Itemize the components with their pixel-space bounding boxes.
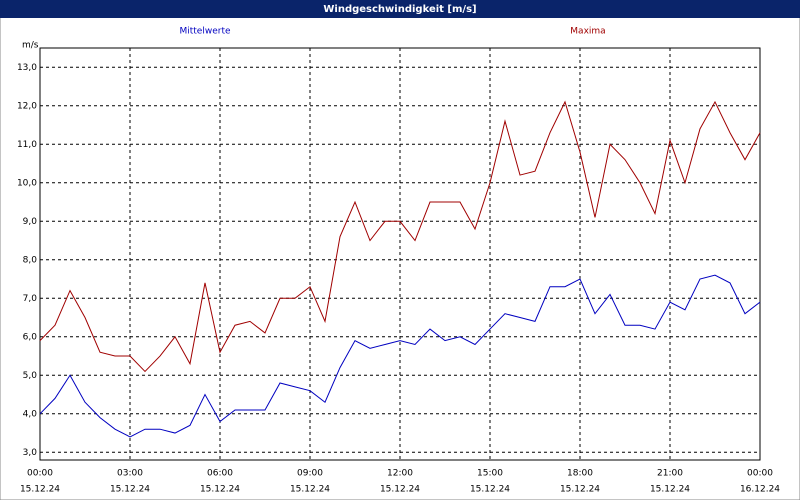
x-tick-date: 15.12.24 [20,485,60,495]
y-tick-label: 7,0 [23,294,38,304]
x-tick-date: 15.12.24 [110,485,150,495]
x-tick-date: 16.12.24 [740,485,780,495]
x-tick-label: 00:00 [27,469,53,479]
series-line [39,100,761,373]
y-tick-label: 11,0 [17,140,37,150]
x-tick-date: 15.12.24 [560,485,600,495]
x-tick-date: 15.12.24 [650,485,690,495]
series-line [39,274,761,438]
x-tick-label: 21:00 [657,469,683,479]
x-tick-label: 06:00 [207,469,233,479]
legend-label: Mittelwerte [179,27,230,37]
y-tick-label: 13,0 [17,63,37,73]
x-tick-label: 09:00 [297,469,323,479]
y-tick-label: 10,0 [17,178,37,188]
y-tick-label: 6,0 [23,332,38,342]
y-tick-label: 4,0 [23,409,38,419]
x-tick-label: 15:00 [477,469,503,479]
y-tick-label: 3,0 [23,448,38,458]
x-tick-label: 03:00 [117,469,143,479]
x-tick-label: 18:00 [567,469,593,479]
y-tick-label: 12,0 [17,101,37,111]
x-tick-label: 00:00 [747,469,773,479]
x-tick-date: 15.12.24 [470,485,510,495]
x-tick-label: 12:00 [387,469,413,479]
y-unit: m/s [22,41,39,51]
y-tick-label: 5,0 [23,371,38,381]
y-tick-label: 9,0 [23,217,38,227]
chart-title: Windgeschwindigkeit [m/s] [323,4,476,15]
x-tick-date: 15.12.24 [290,485,330,495]
title-bar [0,0,800,18]
y-tick-label: 8,0 [23,255,38,265]
x-tick-date: 15.12.24 [200,485,240,495]
legend-label: Maxima [570,27,605,37]
x-tick-date: 15.12.24 [380,485,420,495]
